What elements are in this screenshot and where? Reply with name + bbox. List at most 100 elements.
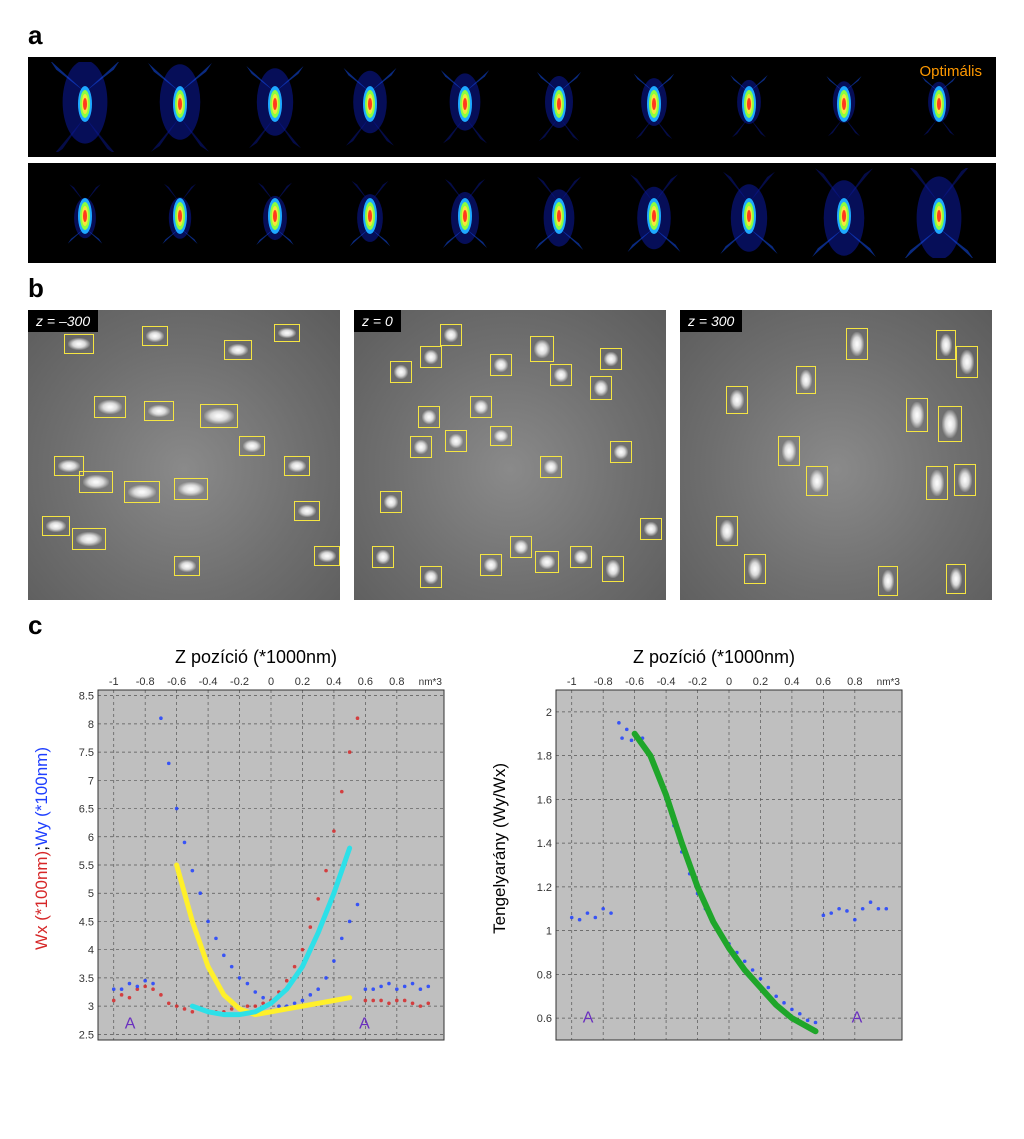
svg-text:A: A [359, 1016, 370, 1033]
svg-text:6: 6 [88, 832, 94, 844]
svg-text:6.5: 6.5 [79, 804, 94, 816]
panel-a-label: a [28, 20, 996, 51]
detection-box [716, 516, 738, 546]
detection-box [174, 478, 208, 500]
detection-box [239, 436, 265, 456]
detection-box [938, 406, 962, 442]
svg-text:nm*3: nm*3 [877, 677, 901, 688]
psf-icon [519, 62, 599, 152]
svg-text:0: 0 [268, 676, 274, 688]
detection-box [744, 554, 766, 584]
detection-box [380, 491, 402, 513]
svg-text:3.5: 3.5 [79, 973, 94, 985]
psf-icon [425, 168, 505, 258]
z-label: z = 300 [680, 310, 742, 332]
detection-box [926, 466, 948, 500]
detection-box [64, 334, 94, 354]
detection-box [200, 404, 238, 428]
svg-text:0.2: 0.2 [753, 676, 768, 688]
svg-text:0.2: 0.2 [295, 676, 310, 688]
psf-icon [519, 168, 599, 258]
detection-box [878, 566, 898, 596]
detection-box [42, 516, 70, 536]
svg-text:7.5: 7.5 [79, 747, 94, 759]
detection-box [510, 536, 532, 558]
chart-2-block: Tengelyarány (Wy/Wx) Z pozíció (*1000nm)… [486, 647, 914, 1050]
detection-box [610, 441, 632, 463]
svg-text:0.6: 0.6 [537, 1013, 552, 1025]
svg-text:4.5: 4.5 [79, 916, 94, 928]
panel-c: Wx (*100nm);Wy (*100nm) Z pozíció (*1000… [28, 647, 996, 1050]
z-label: z = 0 [354, 310, 401, 332]
panel-b: z = –300 z = 0 z = 300 [28, 310, 996, 600]
svg-text:8: 8 [88, 719, 94, 731]
svg-text:-0.6: -0.6 [625, 676, 644, 688]
z-label: z = –300 [28, 310, 98, 332]
svg-text:8.5: 8.5 [79, 691, 94, 703]
detection-box [294, 501, 320, 521]
detection-box [440, 324, 462, 346]
detection-box [796, 366, 816, 394]
chart-2-title: Z pozíció (*1000nm) [633, 647, 795, 668]
psf-icon [45, 62, 125, 152]
svg-text:4: 4 [88, 945, 94, 957]
svg-text:0.6: 0.6 [816, 676, 831, 688]
detection-box [778, 436, 800, 466]
svg-text:0.4: 0.4 [326, 676, 341, 688]
svg-text:1.8: 1.8 [537, 751, 552, 763]
chart-1-plot: -1-0.8-0.6-0.4-0.200.20.40.60.8nm*32.533… [56, 670, 456, 1050]
detection-box [142, 326, 168, 346]
detection-box [806, 466, 828, 496]
svg-text:3: 3 [88, 1001, 94, 1013]
svg-text:0.4: 0.4 [784, 676, 799, 688]
psf-icon [425, 62, 505, 152]
psf-icon [235, 168, 315, 258]
svg-text:2: 2 [546, 707, 552, 719]
detection-box [284, 456, 310, 476]
svg-text:5.5: 5.5 [79, 860, 94, 872]
svg-text:1.2: 1.2 [537, 882, 552, 894]
svg-text:0.8: 0.8 [389, 676, 404, 688]
chart-1-block: Wx (*100nm);Wy (*100nm) Z pozíció (*1000… [28, 647, 456, 1050]
svg-text:-0.4: -0.4 [657, 676, 676, 688]
chart-2-plot: -1-0.8-0.6-0.4-0.200.20.40.60.8nm*30.60.… [514, 670, 914, 1050]
svg-text:A: A [125, 1016, 136, 1033]
svg-text:5: 5 [88, 888, 94, 900]
detection-box [480, 554, 502, 576]
detection-box [420, 346, 442, 368]
psf-icon [330, 168, 410, 258]
detection-box [418, 406, 440, 428]
svg-text:-0.8: -0.8 [594, 676, 613, 688]
detection-box [570, 546, 592, 568]
detection-box [390, 361, 412, 383]
svg-text:0.8: 0.8 [847, 676, 862, 688]
psf-icon [709, 168, 789, 258]
detection-box [550, 364, 572, 386]
detection-box [600, 348, 622, 370]
svg-text:1.4: 1.4 [537, 838, 552, 850]
detection-box [936, 330, 956, 360]
detection-box [224, 340, 252, 360]
detection-box [124, 481, 160, 503]
detection-box [590, 376, 612, 400]
detection-box [410, 436, 432, 458]
detection-box [946, 564, 966, 594]
psf-icon [614, 62, 694, 152]
psf-icon [804, 62, 884, 152]
detection-box [530, 336, 554, 362]
detection-box [956, 346, 978, 378]
svg-text:0.6: 0.6 [358, 676, 373, 688]
detection-box [314, 546, 340, 566]
detection-box [490, 426, 512, 446]
psf-icon [330, 62, 410, 152]
svg-text:nm*3: nm*3 [419, 677, 443, 688]
psf-icon [45, 168, 125, 258]
svg-text:-0.8: -0.8 [136, 676, 155, 688]
detection-box [954, 464, 976, 496]
detection-box [490, 354, 512, 376]
chart-2-ylabel: Tengelyarány (Wy/Wx) [486, 763, 514, 934]
detection-box [906, 398, 928, 432]
svg-text:1.6: 1.6 [537, 794, 552, 806]
svg-text:0: 0 [726, 676, 732, 688]
svg-text:7: 7 [88, 775, 94, 787]
